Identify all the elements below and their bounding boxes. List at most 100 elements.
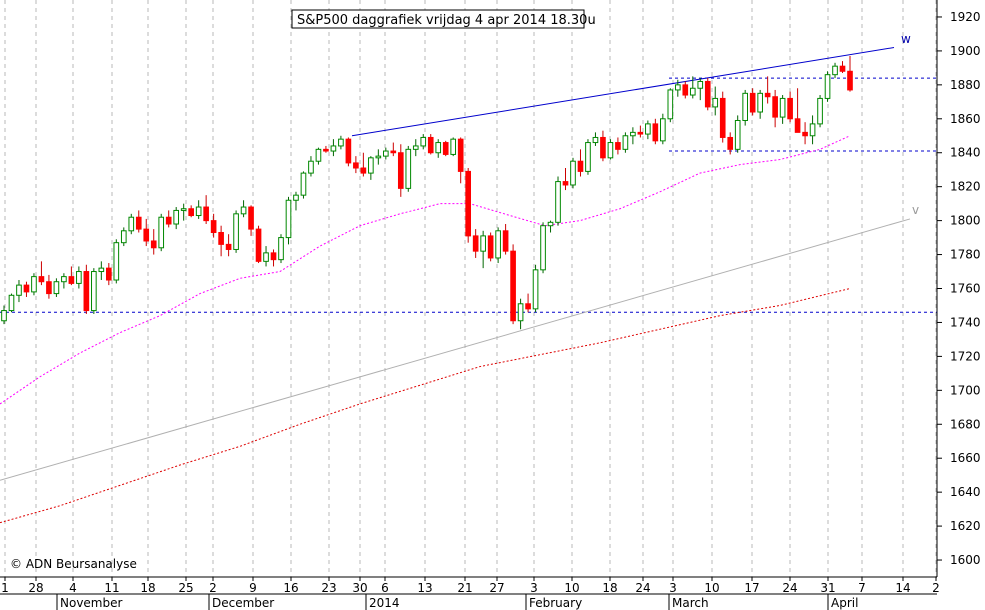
candle-body xyxy=(712,97,719,108)
candle-body xyxy=(218,231,224,245)
candle-body xyxy=(210,220,217,233)
candle-body xyxy=(270,252,277,261)
y-tick-label: 1800 xyxy=(950,214,981,228)
candle-body xyxy=(794,118,801,133)
month-label: December xyxy=(212,596,274,610)
y-tick-label: 1780 xyxy=(950,248,981,262)
candle-body xyxy=(203,206,209,222)
trendline-v xyxy=(0,218,911,481)
x-tick-label: 14 xyxy=(895,581,910,595)
x-tick-label: 18 xyxy=(602,581,617,595)
candle-body xyxy=(278,237,284,261)
x-tick-label: 31 xyxy=(820,581,835,595)
y-tick-label: 1680 xyxy=(950,417,981,431)
y-tick-label: 1760 xyxy=(950,282,981,296)
candle-body xyxy=(832,65,838,76)
candle-body xyxy=(697,80,704,89)
candle-body xyxy=(225,243,232,250)
x-tick-label: 7 xyxy=(858,581,866,595)
y-tick-label: 1720 xyxy=(950,349,981,363)
candle-body xyxy=(487,235,494,259)
candle-body xyxy=(742,92,749,121)
candle-body xyxy=(76,271,82,284)
candle-body xyxy=(577,160,584,172)
candle-body xyxy=(660,118,666,142)
candle-body xyxy=(390,150,397,154)
candle-body xyxy=(510,250,516,322)
candle-body xyxy=(585,142,591,172)
candle-body xyxy=(734,119,741,150)
candle-body xyxy=(824,74,831,99)
candle-body xyxy=(255,228,262,262)
candle-body xyxy=(330,145,337,152)
candle-body xyxy=(517,303,524,322)
candle-body xyxy=(248,206,254,230)
candle-body xyxy=(809,123,816,137)
y-tick-label: 1700 xyxy=(950,383,981,397)
trendline-label-v: v xyxy=(912,203,919,217)
x-tick-label: 9 xyxy=(249,581,257,595)
candle-body xyxy=(689,87,696,96)
grid-lines xyxy=(4,0,937,577)
candle-body xyxy=(98,267,105,273)
candle-body xyxy=(645,123,651,135)
candle-body xyxy=(158,216,165,249)
candle-body xyxy=(502,230,509,252)
y-tick-label: 1600 xyxy=(950,553,981,567)
candle-body xyxy=(450,138,457,155)
x-tick-label: 18 xyxy=(140,581,155,595)
candle-body xyxy=(562,181,569,186)
x-tick-label: 6 xyxy=(381,581,389,595)
moving-average-50 xyxy=(0,135,851,405)
y-tick-label: 1740 xyxy=(950,315,981,329)
candle-body xyxy=(465,170,471,237)
x-tick-label: 28 xyxy=(28,581,43,595)
candle-body xyxy=(353,162,359,169)
candle-body xyxy=(16,284,22,296)
x-tick-label: 25 xyxy=(178,581,193,595)
candle-body xyxy=(165,216,172,225)
x-tick-label: 16 xyxy=(283,581,298,595)
y-tick-label: 1920 xyxy=(950,10,981,24)
candle-body xyxy=(847,70,853,91)
y-tick-label: 1660 xyxy=(950,451,981,465)
candle-body xyxy=(143,228,150,242)
candle-body xyxy=(323,148,329,152)
candle-body xyxy=(704,80,711,108)
candle-body xyxy=(383,150,389,157)
candle-body xyxy=(263,252,269,262)
candle-body xyxy=(652,123,659,142)
candle-body xyxy=(435,142,442,154)
candle-body xyxy=(293,194,299,201)
x-tick-label: 3 xyxy=(669,581,677,595)
candle-body xyxy=(338,138,344,147)
candles xyxy=(1,56,853,330)
candle-body xyxy=(727,136,734,150)
candle-body xyxy=(128,216,135,232)
candle-body xyxy=(120,230,127,244)
month-label: February xyxy=(529,596,582,610)
candle-body xyxy=(622,135,629,150)
x-tick-label: 30 xyxy=(352,581,367,595)
candle-body xyxy=(532,269,539,310)
candle-body xyxy=(1,310,7,322)
trendline-w xyxy=(351,47,895,137)
candle-body xyxy=(308,160,314,174)
candle-body xyxy=(480,235,486,252)
month-label: November xyxy=(60,596,122,610)
x-tick-label: 17 xyxy=(744,581,759,595)
candle-body xyxy=(802,131,808,137)
candle-body xyxy=(285,199,292,239)
trendline-label-w: w xyxy=(901,32,911,46)
candle-body xyxy=(38,276,45,283)
candle-body xyxy=(555,181,561,223)
title-box xyxy=(291,9,585,29)
y-tick-label: 1860 xyxy=(950,112,981,126)
x-tick-label: 10 xyxy=(564,581,579,595)
candle-body xyxy=(233,213,239,250)
candle-body xyxy=(150,240,157,249)
candle-body xyxy=(547,221,554,227)
candle-body xyxy=(674,84,681,91)
x-tick-label: 2 xyxy=(209,581,217,595)
